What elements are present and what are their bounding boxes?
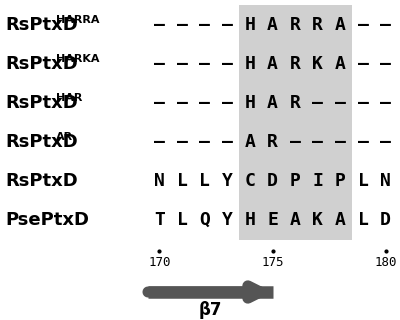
Text: HARKA: HARKA [56,54,100,64]
Text: T: T [154,211,165,229]
Text: A: A [335,55,346,73]
Text: –: – [199,133,210,151]
Text: A: A [244,133,255,151]
Bar [238,5,352,240]
Text: K: K [312,211,323,229]
Text: K: K [312,55,323,73]
Text: –: – [358,94,368,112]
Text: R: R [312,16,323,34]
Text: –: – [199,55,210,73]
Text: RsPtxD: RsPtxD [5,55,78,73]
Text: D: D [380,211,391,229]
Text: –: – [380,55,391,73]
Text: L: L [358,211,368,229]
Text: –: – [335,133,346,151]
Text: H: H [244,16,255,34]
Text: –: – [358,55,368,73]
Text: –: – [154,133,165,151]
Text: Y: Y [222,211,233,229]
Text: –: – [154,16,165,34]
Text: C: C [244,172,255,190]
Text: R: R [290,16,300,34]
Text: –: – [358,133,368,151]
Text: –: – [335,94,346,112]
Text: RsPtxD: RsPtxD [5,94,78,112]
Text: –: – [380,16,391,34]
Text: –: – [154,94,165,112]
Text: D: D [267,172,278,190]
Text: P: P [290,172,300,190]
Text: A: A [290,211,300,229]
Text: –: – [176,55,187,73]
Text: P: P [335,172,346,190]
Text: –: – [176,16,187,34]
Text: 175: 175 [261,255,284,268]
Text: L: L [199,172,210,190]
Text: β7: β7 [198,301,222,319]
Text: RsPtxD: RsPtxD [5,16,78,34]
Text: I: I [312,172,323,190]
Text: –: – [154,55,165,73]
Text: RsPtxD: RsPtxD [5,133,78,151]
Text: A: A [267,16,278,34]
Text: R: R [290,94,300,112]
Text: –: – [312,94,323,112]
Text: 170: 170 [148,255,170,268]
Text: E: E [267,211,278,229]
Text: –: – [290,133,300,151]
Text: L: L [176,211,187,229]
Text: –: – [380,94,391,112]
Text: 180: 180 [374,255,397,268]
Text: –: – [222,55,233,73]
Text: AR: AR [56,132,73,142]
Text: R: R [267,133,278,151]
Text: A: A [335,16,346,34]
Text: Q: Q [199,211,210,229]
Text: PsePtxD: PsePtxD [5,211,89,229]
Text: A: A [267,55,278,73]
Text: –: – [176,133,187,151]
Text: –: – [222,16,233,34]
Text: –: – [176,94,187,112]
Text: –: – [312,133,323,151]
Text: A: A [335,211,346,229]
Text: HARRA: HARRA [56,15,100,25]
Text: Y: Y [222,172,233,190]
Text: L: L [176,172,187,190]
Text: –: – [358,16,368,34]
Text: L: L [358,172,368,190]
Text: H: H [244,94,255,112]
Text: RsPtxD: RsPtxD [5,172,78,190]
Text: HAR: HAR [56,93,82,103]
Text: –: – [380,133,391,151]
Text: H: H [244,211,255,229]
Text: R: R [290,55,300,73]
Text: A: A [267,94,278,112]
Text: –: – [199,16,210,34]
Text: N: N [154,172,165,190]
Text: –: – [222,133,233,151]
Text: H: H [244,55,255,73]
Text: –: – [222,94,233,112]
Text: N: N [380,172,391,190]
Text: –: – [199,94,210,112]
